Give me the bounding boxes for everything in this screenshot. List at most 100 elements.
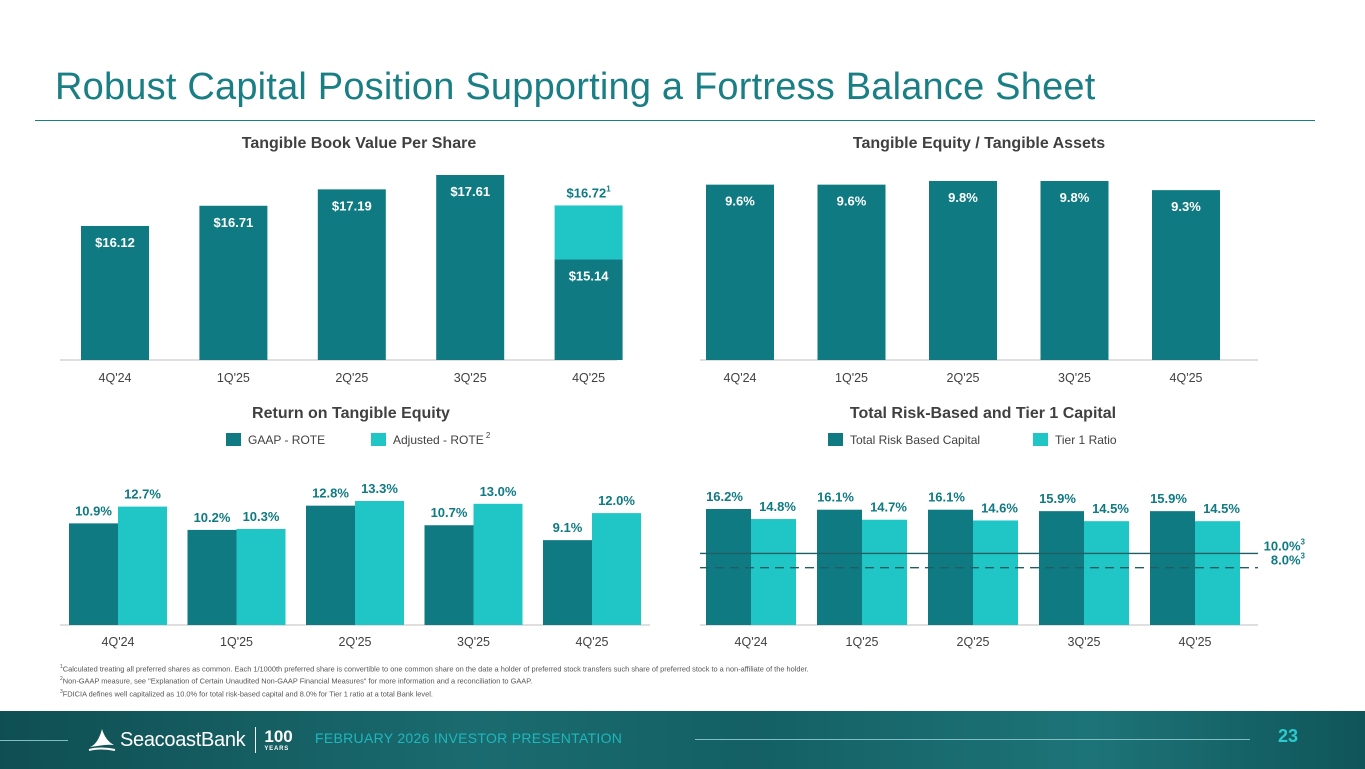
- bar-tce: [1152, 190, 1220, 360]
- title-divider: [35, 120, 1315, 121]
- footnotes: 1Calculated treating all preferred share…: [60, 662, 809, 699]
- page-title: Robust Capital Position Supporting a For…: [55, 66, 1096, 108]
- tick-label-tce: 2Q'25: [947, 371, 980, 385]
- chart-title-tce: Tangible Equity / Tangible Assets: [853, 135, 1105, 152]
- chart-title-tbvps: Tangible Book Value Per Share: [242, 135, 477, 152]
- tick-label-tce: 3Q'25: [1058, 371, 1091, 385]
- footnote-2: 2Non-GAAP measure, see "Explanation of C…: [60, 676, 533, 686]
- data-label-rote: 10.7%: [431, 505, 468, 520]
- seacoast-logo-icon: [88, 729, 116, 751]
- tick-label-tbvps: 1Q'25: [217, 371, 250, 385]
- tick-label-tbvps: 4Q'25: [572, 371, 605, 385]
- bar-capital-total: [706, 509, 751, 625]
- data-label-tbvps: $15.14: [569, 268, 610, 283]
- reference-label: 10.0%3: [1264, 537, 1306, 553]
- tick-label-capital: 2Q'25: [957, 635, 990, 649]
- footer-rule-right: [695, 739, 1250, 740]
- data-label-capital: 14.5%: [1203, 501, 1240, 516]
- bar-capital-tier1: [1084, 521, 1129, 625]
- data-label-tbvps: $16.71: [214, 215, 254, 230]
- legend-swatch: [371, 433, 386, 446]
- bar-capital-tier1: [973, 520, 1018, 625]
- legend-swatch: [828, 433, 843, 446]
- bar-rote-adjusted: [118, 506, 167, 625]
- data-label-rote: 9.1%: [553, 520, 583, 535]
- logo-divider: [255, 727, 257, 753]
- data-label-tbvps: $17.61: [450, 184, 490, 199]
- presentation-title: FEBRUARY 2026 INVESTOR PRESENTATION: [315, 730, 623, 746]
- tick-label-rote: 4Q'25: [576, 635, 609, 649]
- data-label-tce: 9.6%: [837, 194, 867, 209]
- footnote-3: 3FDICIA defines well capitalized as 10.0…: [60, 688, 433, 699]
- bar-rote-gaap: [306, 505, 355, 625]
- data-label-rote: 12.8%: [312, 486, 349, 501]
- data-label-tbvps: $16.12: [95, 235, 135, 250]
- data-label-rote: 13.0%: [480, 484, 517, 499]
- bar-tbvps: [554, 259, 623, 360]
- footer-rule-left: [0, 740, 68, 741]
- reference-label: 8.0%3: [1271, 552, 1306, 568]
- bar-tce: [817, 184, 886, 360]
- data-label-rote: 10.9%: [75, 503, 112, 518]
- data-label-tce: 9.6%: [725, 194, 755, 209]
- seacoast-logo: SeacoastBank 100 YEARS: [88, 723, 293, 757]
- tick-label-rote: 1Q'25: [220, 635, 253, 649]
- bar-rote-adjusted: [236, 528, 286, 625]
- tick-label-tce: 4Q'25: [1170, 371, 1203, 385]
- data-label-capital: 15.9%: [1150, 491, 1187, 506]
- data-label-capital: 16.1%: [928, 490, 965, 505]
- bar-tce: [929, 181, 997, 360]
- bar-rote-gaap: [424, 525, 474, 625]
- bar-tce: [1040, 181, 1109, 360]
- tick-label-rote: 4Q'24: [102, 635, 135, 649]
- bar-rote-adjusted: [592, 513, 641, 625]
- tick-label-tce: 4Q'24: [724, 371, 757, 385]
- tick-label-tbvps: 3Q'25: [454, 371, 487, 385]
- tick-label-tbvps: 2Q'25: [335, 371, 368, 385]
- bar-rote-gaap: [187, 529, 237, 625]
- data-label-tce: 9.8%: [1060, 190, 1090, 205]
- bar-tbvps: [81, 225, 149, 360]
- bar-capital-total: [928, 509, 973, 625]
- bar-rote-gaap: [543, 540, 592, 625]
- data-label-tbvps-stack: $16.721: [566, 184, 611, 200]
- data-label-capital: 16.2%: [706, 489, 743, 504]
- bar-tbvps: [199, 205, 268, 360]
- data-label-rote: 12.0%: [598, 493, 635, 508]
- legend-label: Adjusted - ROTE 2: [393, 431, 491, 447]
- chart-title-rote: Return on Tangible Equity: [252, 405, 450, 422]
- legend-swatch: [226, 433, 241, 446]
- tick-label-capital: 1Q'25: [846, 635, 879, 649]
- logo-wordmark: SeacoastBank: [120, 728, 246, 751]
- tick-label-rote: 2Q'25: [339, 635, 372, 649]
- data-label-tce: 9.3%: [1171, 199, 1201, 214]
- tick-label-tbvps: 4Q'24: [99, 371, 132, 385]
- bar-tbvps-stack: [554, 205, 623, 260]
- data-label-capital: 14.7%: [870, 500, 907, 515]
- tick-label-capital: 3Q'25: [1068, 635, 1101, 649]
- bar-tce: [706, 184, 774, 360]
- data-label-capital: 16.1%: [817, 490, 854, 505]
- centennial-badge: 100 YEARS: [264, 727, 293, 752]
- bar-capital-tier1: [862, 519, 907, 625]
- tick-label-capital: 4Q'25: [1179, 635, 1212, 649]
- tick-label-capital: 4Q'24: [735, 635, 768, 649]
- footnote-1: 1Calculated treating all preferred share…: [60, 664, 809, 674]
- charts-canvas: Tangible Book Value Per Share 4Q'24 1Q'25 2…: [60, 135, 1306, 649]
- bar-rote-adjusted: [355, 501, 404, 625]
- bar-tbvps: [436, 175, 505, 360]
- data-label-tce: 9.8%: [948, 190, 978, 205]
- legend-swatch: [1033, 433, 1048, 446]
- legend-label: Total Risk Based Capital: [850, 433, 980, 447]
- data-label-rote: 13.3%: [361, 481, 398, 496]
- footer-bar: SeacoastBank 100 YEARS FEBRUARY 2026 INV…: [0, 711, 1365, 769]
- data-label-capital: 14.6%: [981, 500, 1018, 515]
- data-label-rote: 10.2%: [194, 510, 231, 525]
- legend-label: GAAP - ROTE: [248, 433, 325, 447]
- data-label-tbvps: $17.19: [332, 198, 372, 213]
- bar-tbvps: [317, 189, 386, 360]
- data-label-capital: 14.5%: [1092, 501, 1129, 516]
- bar-rote-adjusted: [473, 503, 523, 625]
- tick-label-tce: 1Q'25: [835, 371, 868, 385]
- data-label-rote: 12.7%: [124, 487, 161, 502]
